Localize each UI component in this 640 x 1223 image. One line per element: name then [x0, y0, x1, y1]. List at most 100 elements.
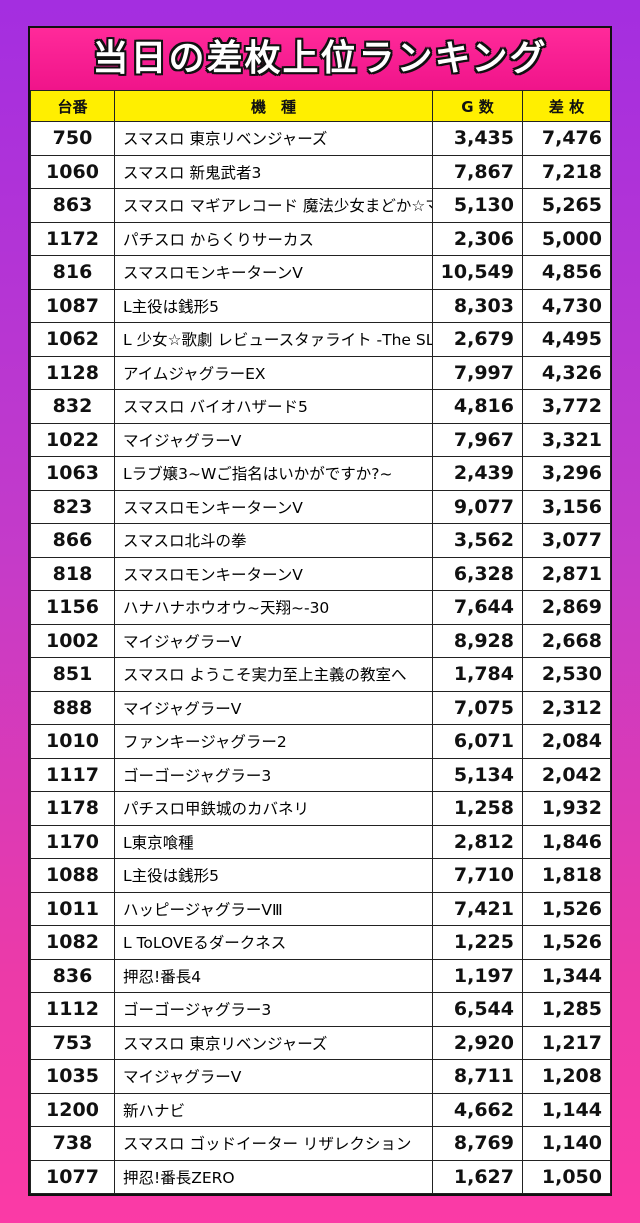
- coin-diff-cell: 1,932: [522, 791, 611, 826]
- coin-diff-cell: 1,050: [522, 1159, 611, 1194]
- header-game-count: G 数: [432, 90, 523, 122]
- coin-diff-cell: 3,156: [522, 489, 611, 524]
- machine-number-cell: 1002: [30, 623, 115, 658]
- table-row: 1022 マイジャグラーV 7,967 3,321: [30, 422, 611, 457]
- game-count-cell: 7,997: [432, 355, 523, 390]
- table-row: 832 スマスロ バイオハザード5 4,816 3,772: [30, 389, 611, 424]
- game-count-cell: 1,627: [432, 1159, 523, 1194]
- machine-number-cell: 1077: [30, 1159, 115, 1194]
- table-row: 738 スマスロ ゴッドイーター リザレクション 8,769 1,140: [30, 1126, 611, 1161]
- game-count-cell: 8,303: [432, 288, 523, 323]
- machine-number-cell: 1082: [30, 925, 115, 960]
- game-count-cell: 7,644: [432, 590, 523, 625]
- game-count-cell: 4,662: [432, 1092, 523, 1127]
- game-count-cell: 5,134: [432, 757, 523, 792]
- game-count-cell: 8,769: [432, 1126, 523, 1161]
- machine-number-cell: 1200: [30, 1092, 115, 1127]
- coin-diff-cell: 4,856: [522, 255, 611, 290]
- machine-name-cell: 新ハナビ: [114, 1092, 433, 1127]
- machine-name-cell: スマスロ 新鬼武者3: [114, 154, 433, 189]
- coin-diff-cell: 2,871: [522, 556, 611, 591]
- machine-name-cell: マイジャグラーV: [114, 422, 433, 457]
- machine-number-cell: 823: [30, 489, 115, 524]
- machine-number-cell: 1087: [30, 288, 115, 323]
- machine-number-cell: 816: [30, 255, 115, 290]
- game-count-cell: 3,562: [432, 523, 523, 558]
- machine-number-cell: 1088: [30, 858, 115, 893]
- machine-number-cell: 1022: [30, 422, 115, 457]
- coin-diff-cell: 3,077: [522, 523, 611, 558]
- game-count-cell: 7,075: [432, 690, 523, 725]
- coin-diff-cell: 4,326: [522, 355, 611, 390]
- machine-name-cell: スマスロ 東京リベンジャーズ: [114, 1025, 433, 1060]
- machine-number-cell: 866: [30, 523, 115, 558]
- coin-diff-cell: 1,285: [522, 992, 611, 1027]
- coin-diff-cell: 1,818: [522, 858, 611, 893]
- game-count-cell: 7,421: [432, 891, 523, 926]
- machine-number-cell: 1062: [30, 322, 115, 357]
- game-count-cell: 7,867: [432, 154, 523, 189]
- coin-diff-cell: 4,495: [522, 322, 611, 357]
- machine-number-cell: 1112: [30, 992, 115, 1027]
- machine-name-cell: L ToLOVEるダークネス: [114, 925, 433, 960]
- machine-name-cell: 押忍!番長4: [114, 958, 433, 993]
- machine-name-cell: ゴーゴージャグラー3: [114, 992, 433, 1027]
- game-count-cell: 2,920: [432, 1025, 523, 1060]
- machine-number-cell: 753: [30, 1025, 115, 1060]
- game-count-cell: 5,130: [432, 188, 523, 223]
- machine-name-cell: スマスロ バイオハザード5: [114, 389, 433, 424]
- machine-number-cell: 1060: [30, 154, 115, 189]
- table-row: 750 スマスロ 東京リベンジャーズ 3,435 7,476: [30, 121, 611, 156]
- game-count-cell: 6,071: [432, 724, 523, 759]
- table-row: 1178 パチスロ甲鉄城のカバネリ 1,258 1,932: [30, 791, 611, 826]
- table-row: 1200 新ハナビ 4,662 1,144: [30, 1092, 611, 1127]
- table-row: 1011 ハッピージャグラーVⅢ 7,421 1,526: [30, 891, 611, 926]
- machine-number-cell: 1010: [30, 724, 115, 759]
- machine-number-cell: 1035: [30, 1059, 115, 1094]
- machine-number-cell: 836: [30, 958, 115, 993]
- coin-diff-cell: 1,217: [522, 1025, 611, 1060]
- machine-number-cell: 818: [30, 556, 115, 591]
- machine-name-cell: パチスロ からくりサーカス: [114, 221, 433, 256]
- table-row: 851 スマスロ ようこそ実力至上主義の教室へ 1,784 2,530: [30, 657, 611, 692]
- table-row: 1112 ゴーゴージャグラー3 6,544 1,285: [30, 992, 611, 1027]
- coin-diff-cell: 3,321: [522, 422, 611, 457]
- game-count-cell: 8,711: [432, 1059, 523, 1094]
- table-row: 753 スマスロ 東京リベンジャーズ 2,920 1,217: [30, 1025, 611, 1060]
- machine-name-cell: パチスロ甲鉄城のカバネリ: [114, 791, 433, 826]
- game-count-cell: 8,928: [432, 623, 523, 658]
- machine-number-cell: 738: [30, 1126, 115, 1161]
- game-count-cell: 2,439: [432, 456, 523, 491]
- game-count-cell: 7,710: [432, 858, 523, 893]
- machine-name-cell: L主役は銭形5: [114, 288, 433, 323]
- game-count-cell: 3,435: [432, 121, 523, 156]
- table-row: 1156 ハナハナホウオウ~天翔~-30 7,644 2,869: [30, 590, 611, 625]
- table-row: 836 押忍!番長4 1,197 1,344: [30, 958, 611, 993]
- machine-number-cell: 1156: [30, 590, 115, 625]
- machine-number-cell: 1128: [30, 355, 115, 390]
- machine-name-cell: ハナハナホウオウ~天翔~-30: [114, 590, 433, 625]
- coin-diff-cell: 1,144: [522, 1092, 611, 1127]
- table-row: 818 スマスロモンキーターンV 6,328 2,871: [30, 556, 611, 591]
- coin-diff-cell: 5,000: [522, 221, 611, 256]
- table-row: 1087 L主役は銭形5 8,303 4,730: [30, 288, 611, 323]
- coin-diff-cell: 1,846: [522, 824, 611, 859]
- machine-name-cell: L主役は銭形5: [114, 858, 433, 893]
- coin-diff-cell: 1,208: [522, 1059, 611, 1094]
- machine-name-cell: スマスロ北斗の拳: [114, 523, 433, 558]
- machine-number-cell: 832: [30, 389, 115, 424]
- ranking-table: 台番 機 種 G 数 差 枚 750 スマスロ 東京リベンジャーズ 3,435 7,4…: [30, 90, 611, 1194]
- machine-number-cell: 750: [30, 121, 115, 156]
- machine-number-cell: 1063: [30, 456, 115, 491]
- table-row: 1010 ファンキージャグラー2 6,071 2,084: [30, 724, 611, 759]
- table-row: 1082 L ToLOVEるダークネス 1,225 1,526: [30, 925, 611, 960]
- page-title: 当日の差枚上位ランキング: [30, 28, 610, 90]
- machine-name-cell: ゴーゴージャグラー3: [114, 757, 433, 792]
- machine-name-cell: スマスロモンキーターンV: [114, 255, 433, 290]
- machine-number-cell: 851: [30, 657, 115, 692]
- game-count-cell: 6,328: [432, 556, 523, 591]
- machine-number-cell: 863: [30, 188, 115, 223]
- coin-diff-cell: 3,296: [522, 456, 611, 491]
- coin-diff-cell: 1,526: [522, 925, 611, 960]
